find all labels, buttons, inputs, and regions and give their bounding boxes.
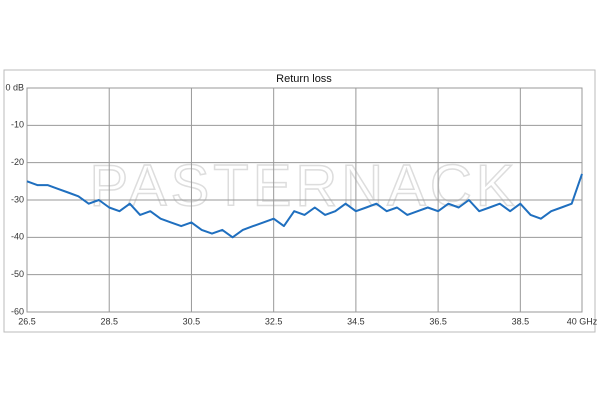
- x-tick-label: 36.5: [429, 316, 447, 326]
- y-tick-label: -30: [11, 194, 24, 204]
- y-tick-label: -10: [11, 120, 24, 130]
- y-tick-label: -60: [11, 306, 24, 316]
- chart-title: Return loss: [276, 73, 332, 85]
- y-tick-label: -50: [11, 269, 24, 279]
- y-tick-label: -40: [11, 232, 24, 242]
- x-tick-label: 26.5: [18, 316, 36, 326]
- x-tick-label: 40 GHz: [567, 316, 598, 326]
- x-tick-label: 34.5: [347, 316, 365, 326]
- plot-border: [26, 87, 583, 313]
- data-line: [26, 173, 583, 239]
- x-tick-label: 32.5: [265, 316, 283, 326]
- x-tick-label: 30.5: [183, 316, 201, 326]
- y-tick-label: 0 dB: [5, 82, 24, 92]
- chart-frame: [3, 69, 596, 333]
- x-tick-label: 38.5: [512, 316, 530, 326]
- x-tick-label: 28.5: [100, 316, 118, 326]
- y-tick-label: -20: [11, 157, 24, 167]
